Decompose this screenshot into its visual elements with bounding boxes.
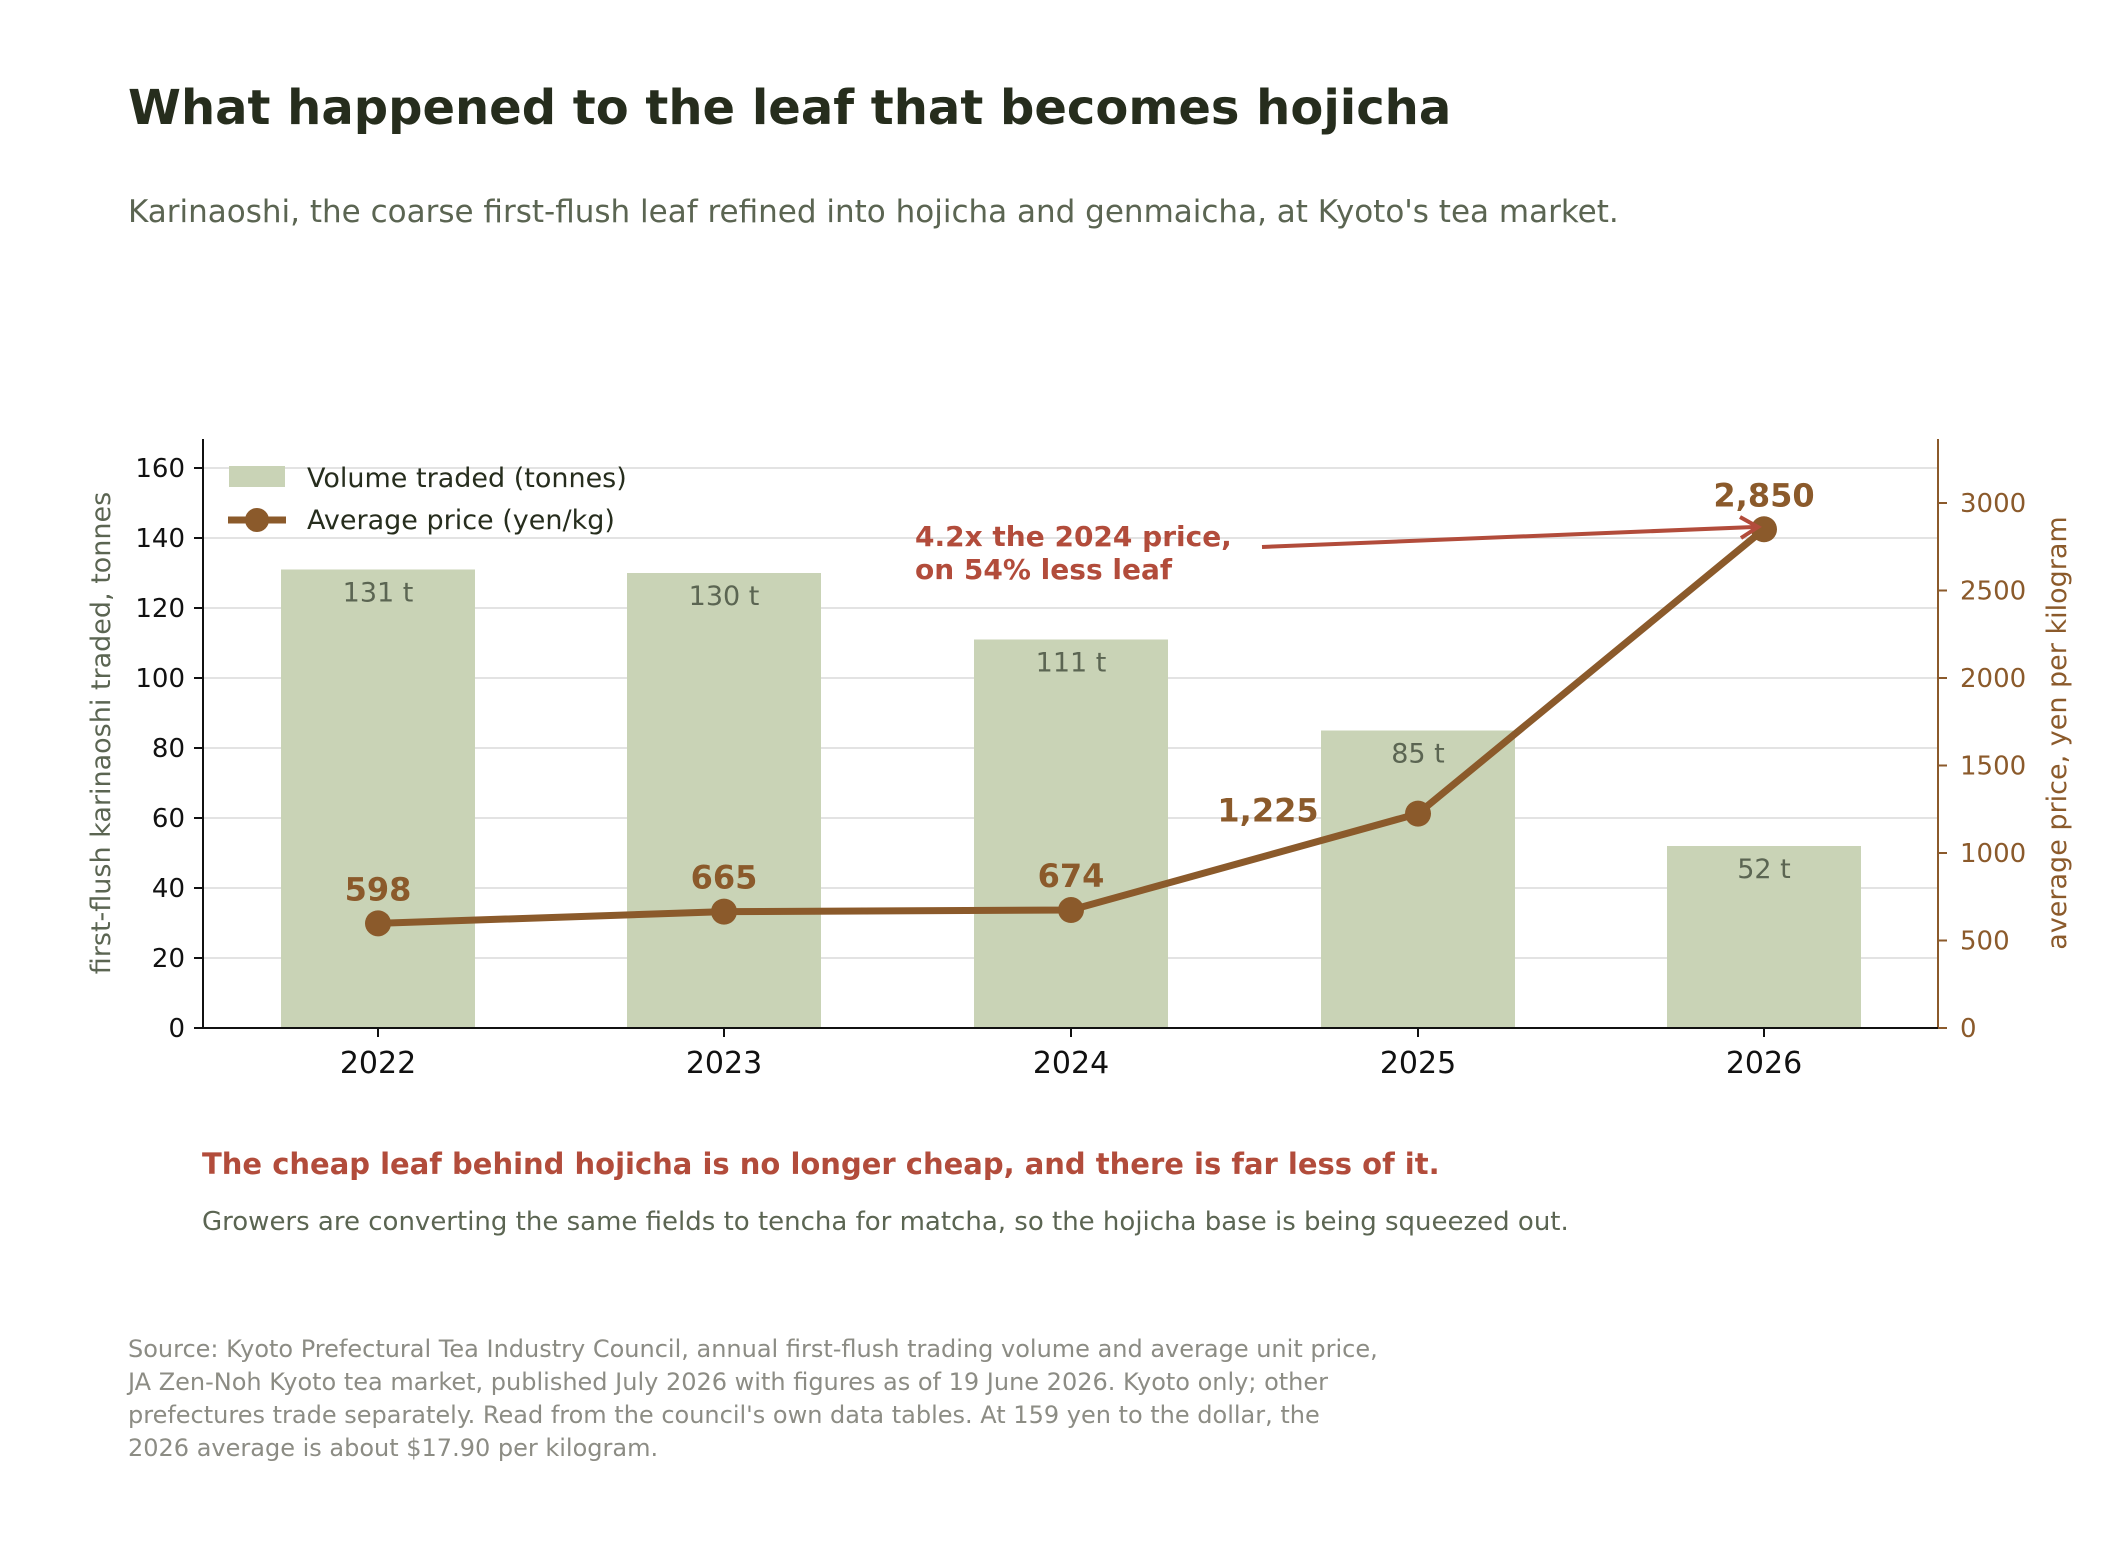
right-y-tick-label: 1000 [1960, 839, 2026, 869]
x-tick-label-2025: 2025 [1380, 1046, 1456, 1081]
annotation-line-1: 4.2x the 2024 price, [915, 520, 1232, 553]
legend: Volume traded (tonnes) Average price (ye… [228, 463, 627, 536]
volume-bars [281, 569, 1861, 1028]
price-point-2022 [365, 910, 391, 937]
left-y-tick-label: 40 [152, 874, 185, 904]
volume-bar-2026 [1667, 846, 1861, 1028]
x-tick-label-2022: 2022 [340, 1046, 416, 1081]
volume-bar-label-2023: 130 t [689, 581, 760, 612]
x-tick-label-2023: 2023 [686, 1046, 762, 1081]
price-label-2026: 2,850 [1713, 476, 1814, 514]
x-ticks: 2022 2023 2024 2025 2026 [340, 1028, 1802, 1081]
volume-bar-label-2024: 111 t [1036, 648, 1107, 679]
chart-title: What happened to the leaf that becomes h… [128, 80, 1451, 136]
legend-price-marker [245, 508, 269, 532]
price-points [365, 516, 1777, 937]
left-y-tick-label: 140 [135, 524, 185, 554]
right-y-tick-label: 2500 [1960, 577, 2026, 607]
price-label-2025: 1,225 [1217, 792, 1318, 830]
volume-bar-2023 [627, 573, 821, 1028]
legend-volume-swatch [229, 466, 285, 487]
price-label-2024: 674 [1038, 857, 1105, 895]
source-line-4: 2026 average is about $17.90 per kilogra… [128, 1434, 658, 1462]
right-y-tick-label: 1500 [1960, 752, 2026, 782]
volume-bar-2024 [974, 639, 1168, 1028]
annotation: 4.2x the 2024 price, on 54% less leaf [915, 515, 1762, 586]
left-y-ticks: 0 20 40 60 80 100 120 140 160 [135, 454, 203, 1044]
right-y-tick-label: 2000 [1960, 664, 2026, 694]
left-y-tick-label: 20 [152, 944, 185, 974]
price-point-2024 [1058, 897, 1084, 924]
volume-bar-label-2025: 85 t [1391, 739, 1445, 770]
left-y-tick-label: 80 [152, 734, 185, 764]
takeaway-body: Growers are converting the same fields t… [202, 1207, 1569, 1237]
price-point-2025 [1405, 800, 1431, 827]
right-y-tick-label: 0 [1960, 1014, 1977, 1044]
price-point-2023 [711, 898, 737, 925]
left-axis-title: first-flush karinaoshi traded, tonnes [86, 492, 117, 974]
annotation-line-2: on 54% less leaf [915, 553, 1173, 586]
price-point-2026 [1751, 516, 1777, 543]
right-y-tick-label: 3000 [1960, 489, 2026, 519]
left-y-tick-label: 120 [135, 594, 185, 624]
right-axis-title: average price, yen per kilogram [2042, 516, 2073, 949]
source-line-2: JA Zen-Noh Kyoto tea market, published J… [126, 1368, 1328, 1396]
annotation-arrow [1261, 525, 1755, 549]
source-line-3: prefectures trade separately. Read from … [128, 1401, 1320, 1429]
volume-bar-label-2026: 52 t [1737, 854, 1791, 885]
annotation-arrowhead [1739, 515, 1762, 540]
x-tick-label-2024: 2024 [1033, 1046, 1109, 1081]
volume-bar-2022 [281, 569, 475, 1028]
takeaway-headline: The cheap leaf behind hojicha is no long… [202, 1147, 1440, 1181]
left-y-tick-label: 0 [168, 1014, 185, 1044]
chart-subtitle: Karinaoshi, the coarse first-flush leaf … [128, 194, 1619, 230]
price-labels: 598 665 674 1,225 2,850 [345, 476, 1815, 908]
legend-volume-label: Volume traded (tonnes) [307, 463, 627, 494]
left-y-tick-label: 100 [135, 664, 185, 694]
legend-price-label: Average price (yen/kg) [307, 505, 615, 536]
volume-bar-labels: 131 t 130 t 111 t 85 t 52 t [343, 578, 1791, 886]
source-line-1: Source: Kyoto Prefectural Tea Industry C… [128, 1335, 1378, 1363]
left-y-tick-label: 160 [135, 454, 185, 484]
volume-bar-label-2022: 131 t [343, 578, 414, 609]
right-y-tick-label: 500 [1960, 927, 2010, 957]
left-y-tick-label: 60 [152, 804, 185, 834]
right-y-ticks: 0 500 1000 1500 2000 2500 3000 [1938, 489, 2026, 1044]
x-tick-label-2026: 2026 [1726, 1046, 1802, 1081]
price-label-2022: 598 [345, 870, 412, 908]
volume-bar-2025 [1321, 730, 1515, 1028]
price-label-2023: 665 [691, 859, 758, 897]
